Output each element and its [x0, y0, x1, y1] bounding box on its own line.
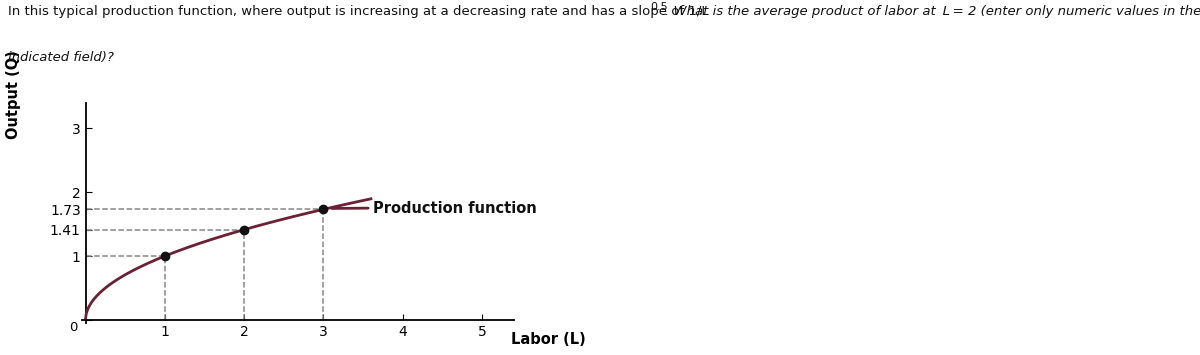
Text: 0: 0 [70, 321, 78, 334]
Text: . What is the average product of labor at  L = 2 (enter only numeric values in t: . What is the average product of labor a… [665, 5, 1200, 18]
Text: 0.5: 0.5 [650, 2, 667, 12]
Text: indicated field)?: indicated field)? [8, 51, 114, 65]
Text: Production function: Production function [373, 201, 538, 215]
Y-axis label: Output (Q): Output (Q) [6, 50, 22, 138]
X-axis label: Labor (L): Labor (L) [511, 332, 586, 347]
Text: In this typical production function, where output is increasing at a decreasing : In this typical production function, whe… [8, 5, 709, 18]
